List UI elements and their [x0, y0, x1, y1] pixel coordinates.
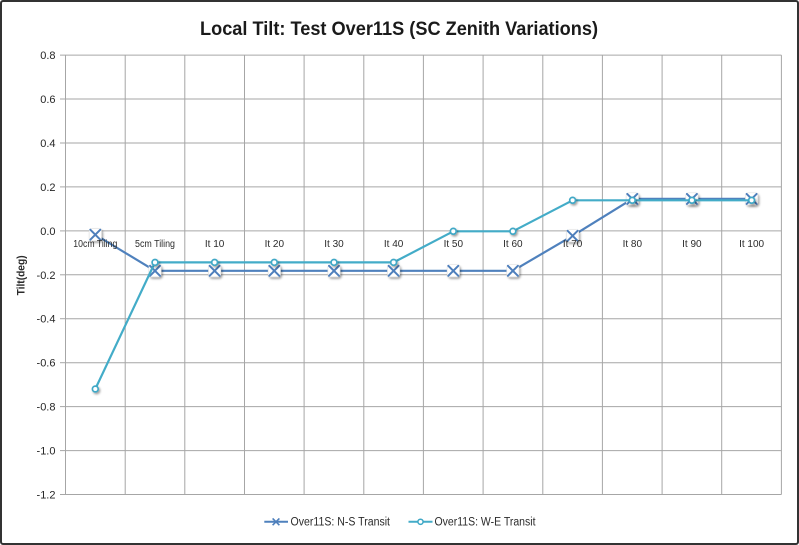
svg-text:0.8: 0.8	[40, 50, 55, 62]
svg-text:0.0: 0.0	[40, 226, 55, 238]
svg-text:-0.4: -0.4	[37, 314, 56, 326]
svg-text:Over11S: W-E Transit: Over11S: W-E Transit	[435, 517, 537, 529]
svg-text:It 50: It 50	[444, 239, 464, 250]
svg-text:Over11S: N-S Transit: Over11S: N-S Transit	[291, 517, 391, 529]
svg-text:It 20: It 20	[265, 239, 285, 250]
svg-text:It 10: It 10	[205, 239, 225, 250]
svg-text:-1.2: -1.2	[37, 490, 56, 502]
svg-text:0.2: 0.2	[40, 182, 55, 194]
svg-text:It 70: It 70	[563, 239, 583, 250]
svg-text:0.6: 0.6	[40, 94, 55, 106]
svg-text:Tilt(deg): Tilt(deg)	[16, 255, 28, 295]
svg-text:It 60: It 60	[503, 239, 523, 250]
svg-text:0.4: 0.4	[40, 138, 55, 150]
svg-text:It 40: It 40	[384, 239, 404, 250]
svg-text:-0.8: -0.8	[37, 402, 56, 414]
svg-text:-0.6: -0.6	[37, 358, 56, 370]
svg-text:-1.0: -1.0	[37, 446, 56, 458]
svg-text:5cm Tiling: 5cm Tiling	[135, 239, 175, 250]
svg-text:It 80: It 80	[623, 239, 643, 250]
svg-text:It 30: It 30	[324, 239, 344, 250]
svg-text:It 90: It 90	[682, 239, 702, 250]
svg-text:-0.2: -0.2	[37, 270, 56, 282]
svg-text:It 100: It 100	[739, 239, 764, 250]
svg-text:Local Tilt: Test Over11S (SC Z: Local Tilt: Test Over11S (SC Zenith Vari…	[200, 19, 598, 40]
svg-text:10cm Tiling: 10cm Tiling	[73, 239, 117, 250]
